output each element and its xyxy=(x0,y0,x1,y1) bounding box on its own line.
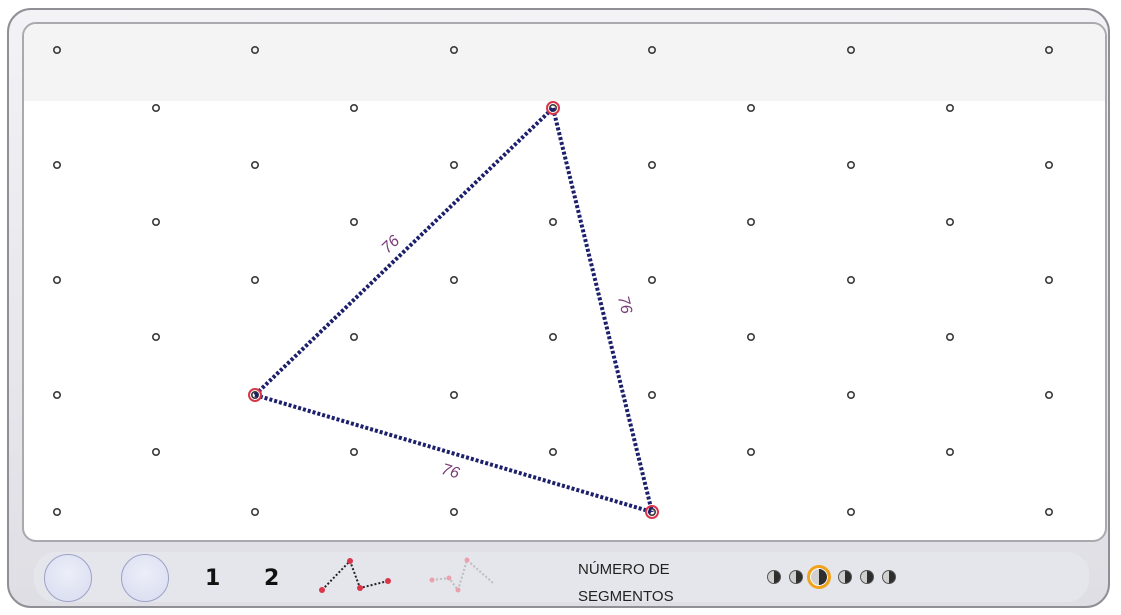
grid-peg[interactable] xyxy=(251,507,260,516)
grid-peg[interactable] xyxy=(945,218,954,227)
grid-peg[interactable] xyxy=(846,276,855,285)
grid-peg[interactable] xyxy=(647,276,656,285)
segment-count-option-5[interactable] xyxy=(860,570,874,584)
grid-peg[interactable] xyxy=(52,390,61,399)
toolbar xyxy=(34,552,1089,602)
grid-peg[interactable] xyxy=(52,161,61,170)
grid-peg[interactable] xyxy=(152,447,161,456)
grid-peg[interactable] xyxy=(548,447,557,456)
vertex-top[interactable] xyxy=(546,101,560,115)
grid-peg[interactable] xyxy=(548,332,557,341)
segment-count-option-6[interactable] xyxy=(882,570,896,584)
grid-peg[interactable] xyxy=(152,332,161,341)
grid-peg[interactable] xyxy=(449,161,458,170)
number-button-1[interactable]: 1 xyxy=(205,566,221,591)
circle-button-1[interactable] xyxy=(44,554,92,602)
grid-peg[interactable] xyxy=(349,104,358,113)
grid-peg[interactable] xyxy=(449,507,458,516)
segment-count-label-line1: NÚMERO DE xyxy=(578,561,670,578)
segment-count-label-line2: SEGMENTOS xyxy=(578,588,674,605)
vertex-left[interactable] xyxy=(248,388,262,402)
geoboard-canvas[interactable]: 76 76 76 xyxy=(24,24,1107,542)
segment-count-label: NÚMERO DE SEGMENTOS xyxy=(578,556,698,610)
number-button-2[interactable]: 2 xyxy=(264,566,280,591)
triangle-segment-right[interactable] xyxy=(551,107,654,513)
faded-dotted-path-icon[interactable] xyxy=(425,553,505,595)
grid-peg[interactable] xyxy=(746,447,755,456)
segment-length-label-2: 76 xyxy=(614,294,635,315)
grid-peg[interactable] xyxy=(1044,390,1053,399)
grid-peg[interactable] xyxy=(647,45,656,54)
board-top-band xyxy=(24,24,1105,101)
grid-peg[interactable] xyxy=(846,45,855,54)
grid-peg[interactable] xyxy=(52,45,61,54)
segment-count-option-2[interactable] xyxy=(789,570,803,584)
grid-peg[interactable] xyxy=(349,447,358,456)
grid-peg[interactable] xyxy=(449,390,458,399)
circle-button-2[interactable] xyxy=(121,554,169,602)
grid-peg[interactable] xyxy=(1044,507,1053,516)
vertex-bottom[interactable] xyxy=(645,505,659,519)
grid-peg[interactable] xyxy=(945,104,954,113)
grid-peg[interactable] xyxy=(846,390,855,399)
grid-peg[interactable] xyxy=(945,332,954,341)
grid-peg[interactable] xyxy=(548,218,557,227)
segment-length-label-3: 76 xyxy=(439,461,461,482)
grid-peg[interactable] xyxy=(746,218,755,227)
grid-peg[interactable] xyxy=(251,45,260,54)
grid-peg[interactable] xyxy=(152,104,161,113)
grid-peg[interactable] xyxy=(746,104,755,113)
grid-peg[interactable] xyxy=(152,218,161,227)
grid-peg[interactable] xyxy=(647,390,656,399)
grid-peg[interactable] xyxy=(449,45,458,54)
geoboard[interactable]: 76 76 76 xyxy=(22,22,1107,542)
grid-peg[interactable] xyxy=(647,161,656,170)
grid-peg[interactable] xyxy=(349,332,358,341)
grid-peg[interactable] xyxy=(846,507,855,516)
dotted-path-icon[interactable] xyxy=(315,553,395,595)
grid-peg[interactable] xyxy=(548,104,557,113)
segment-count-option-3[interactable] xyxy=(807,565,831,589)
grid-peg[interactable] xyxy=(945,447,954,456)
grid-peg[interactable] xyxy=(1044,161,1053,170)
triangle-segment-bottom[interactable] xyxy=(254,393,653,514)
grid-peg[interactable] xyxy=(746,332,755,341)
grid-peg[interactable] xyxy=(52,276,61,285)
grid-peg[interactable] xyxy=(349,218,358,227)
grid-peg[interactable] xyxy=(251,390,260,399)
grid-peg[interactable] xyxy=(1044,45,1053,54)
grid-peg[interactable] xyxy=(251,161,260,170)
grid-peg[interactable] xyxy=(449,276,458,285)
grid-peg[interactable] xyxy=(1044,276,1053,285)
grid-peg[interactable] xyxy=(52,507,61,516)
grid-peg[interactable] xyxy=(251,276,260,285)
grid-peg[interactable] xyxy=(846,161,855,170)
triangle-segment-top-left[interactable] xyxy=(253,106,555,397)
segment-count-option-4[interactable] xyxy=(838,570,852,584)
segment-count-option-1[interactable] xyxy=(767,570,781,584)
